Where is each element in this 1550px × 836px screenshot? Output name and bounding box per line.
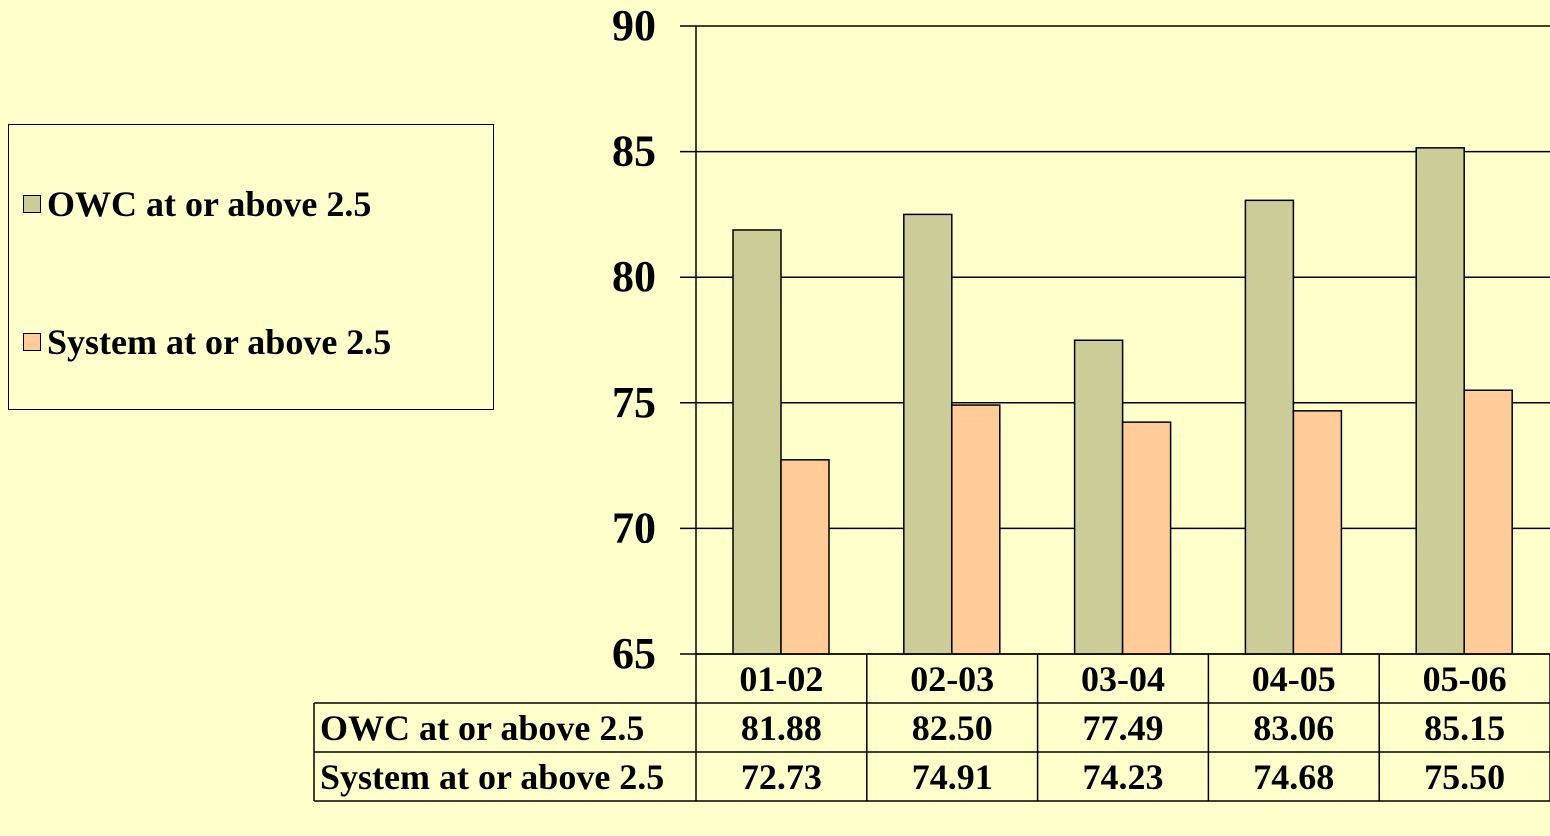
data-label: 77.49 — [1083, 708, 1164, 748]
data-label: 74.91 — [912, 757, 993, 797]
x-category-label: 04-05 — [1252, 659, 1336, 699]
bar-system — [1292, 410, 1343, 655]
bar-system — [951, 404, 1001, 655]
bar-owc — [1073, 339, 1124, 655]
bar-system — [1463, 389, 1513, 655]
x-category-label: 03-04 — [1081, 659, 1165, 699]
y-tick-label: 85 — [612, 127, 656, 176]
y-tick-label: 90 — [612, 1, 656, 50]
data-label: 72.73 — [741, 757, 822, 797]
data-label: 75.50 — [1424, 757, 1505, 797]
x-category-label: 02-03 — [910, 659, 994, 699]
table-series-name: OWC at or above 2.5 — [320, 708, 644, 748]
legend-item-system: System at or above 2.5 — [23, 321, 391, 363]
legend-label-owc: OWC at or above 2.5 — [47, 184, 372, 224]
chart-legend: OWC at or above 2.5 System at or above 2… — [8, 124, 494, 410]
x-category-label: 05-06 — [1423, 659, 1507, 699]
data-label: 83.06 — [1253, 708, 1334, 748]
x-category-label: 01-02 — [739, 659, 823, 699]
bar-owc — [732, 229, 782, 655]
y-tick-label: 75 — [612, 378, 656, 427]
legend-label-system: System at or above 2.5 — [47, 322, 392, 362]
bar-owc — [1244, 199, 1295, 655]
bar-owc — [903, 213, 953, 655]
data-label: 81.88 — [741, 708, 822, 748]
data-label: 74.68 — [1253, 757, 1334, 797]
data-label: 74.23 — [1083, 757, 1164, 797]
y-tick-label: 80 — [612, 252, 656, 301]
y-tick-label: 65 — [612, 629, 656, 678]
y-tick-label: 70 — [612, 503, 656, 552]
table-series-name: System at or above 2.5 — [320, 757, 664, 797]
legend-item-owc: OWC at or above 2.5 — [23, 183, 371, 225]
bar-system — [780, 459, 830, 655]
data-label: 82.50 — [912, 708, 993, 748]
legend-swatch-system — [23, 333, 41, 351]
data-label: 85.15 — [1424, 708, 1505, 748]
bar-owc — [1415, 147, 1465, 655]
bar-system — [1121, 421, 1172, 655]
legend-swatch-owc — [23, 195, 41, 213]
